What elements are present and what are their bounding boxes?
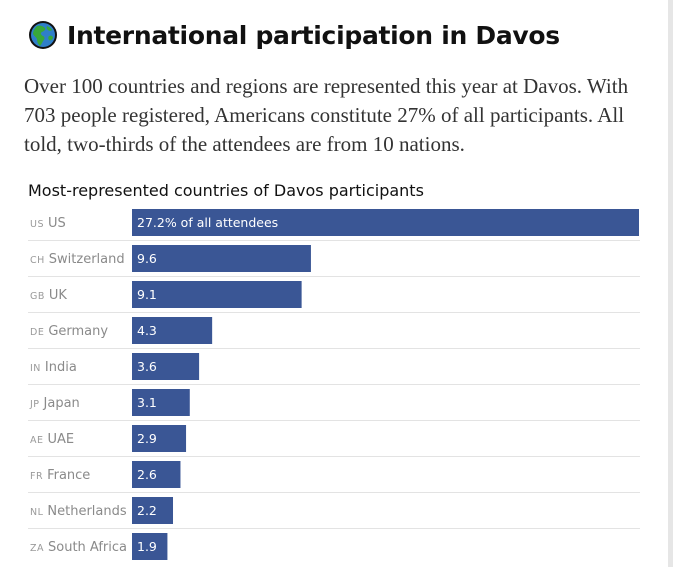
category-label: DE Germany [30, 324, 108, 339]
bar [132, 497, 174, 524]
intro-text: Over 100 countries and regions are repre… [24, 74, 629, 156]
country-code: CH [30, 255, 45, 266]
category-label: CH Switzerland [30, 252, 125, 267]
bar-row-za: ZA South Africa 1.9 [28, 528, 640, 560]
country-code: US [30, 219, 44, 230]
chart-title: Most-represented countries of Davos part… [28, 181, 424, 200]
country-name: France [47, 468, 90, 483]
bar-row-us: US US 27.2% of all attendees [30, 209, 639, 236]
page-title: International participation in Davos [67, 20, 560, 50]
country-name: South Africa [48, 540, 127, 555]
country-code: JP [29, 399, 40, 410]
country-name: US [48, 216, 66, 231]
category-label: AE UAE [30, 432, 74, 447]
country-code: AE [30, 435, 44, 446]
bar [132, 389, 190, 416]
bar [132, 245, 311, 272]
category-label: US US [30, 216, 66, 231]
country-code: ZA [30, 543, 44, 554]
country-name: Germany [48, 324, 108, 339]
bar-row-gb: GB UK 9.1 [28, 276, 640, 308]
country-code: DE [30, 327, 44, 338]
bar [132, 353, 200, 380]
country-code: NL [30, 507, 44, 518]
country-code: GB [30, 291, 45, 302]
header: International participation in Davos [28, 20, 560, 50]
category-label: JP Japan [29, 396, 80, 411]
bar-row-jp: JP Japan 3.1 [28, 384, 640, 416]
bar-row-de: DE Germany 4.3 [28, 312, 640, 344]
globe-icon [29, 21, 57, 49]
bar-value-label: 2.6 [137, 467, 157, 482]
bar-row-ae: AE UAE 2.9 [28, 420, 640, 452]
country-name: Netherlands [47, 504, 126, 519]
bar-value-label: 2.9 [137, 431, 157, 446]
bar [132, 425, 187, 452]
country-name: Japan [43, 396, 80, 411]
bar-value-label: 4.3 [137, 323, 157, 338]
scrollbar-track[interactable] [668, 0, 673, 567]
category-label: IN India [30, 360, 77, 375]
country-name: UAE [48, 432, 75, 447]
bar [132, 533, 168, 560]
bar-value-label: 1.9 [137, 539, 157, 554]
bar-row-nl: NL Netherlands 2.2 [28, 492, 640, 524]
bar-value-label: 2.2 [137, 503, 157, 518]
bar [132, 209, 639, 236]
bar-value-label: 27.2% of all attendees [137, 215, 278, 230]
bar [132, 281, 302, 308]
country-name: UK [49, 288, 68, 303]
bar-value-label: 3.1 [137, 395, 157, 410]
bar-row-fr: FR France 2.6 [28, 456, 640, 488]
bar [132, 317, 213, 344]
bar-value-label: 9.6 [137, 251, 157, 266]
category-label: ZA South Africa [30, 540, 127, 555]
country-code: FR [30, 471, 43, 482]
bar [132, 461, 181, 488]
category-label: GB UK [30, 288, 67, 303]
bar-row-ch: CH Switzerland 9.6 [28, 240, 640, 272]
category-label: NL Netherlands [30, 504, 127, 519]
category-label: FR France [30, 468, 90, 483]
country-name: India [45, 360, 77, 375]
country-code: IN [30, 363, 41, 374]
bar-value-label: 9.1 [137, 287, 157, 302]
country-name: Switzerland [49, 252, 125, 267]
bar-row-in: IN India 3.6 [28, 348, 640, 380]
bar-value-label: 3.6 [137, 359, 157, 374]
